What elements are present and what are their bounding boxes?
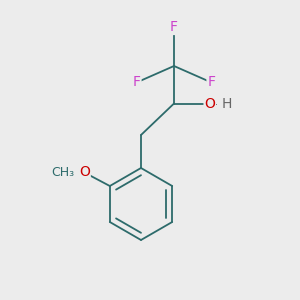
Text: O: O (205, 97, 215, 110)
Text: F: F (133, 76, 140, 89)
Text: ·: · (215, 100, 218, 110)
Text: F: F (208, 76, 215, 89)
Text: H: H (221, 97, 232, 110)
Text: CH₃: CH₃ (51, 166, 74, 179)
Text: F: F (170, 20, 178, 34)
Text: O: O (79, 166, 90, 179)
